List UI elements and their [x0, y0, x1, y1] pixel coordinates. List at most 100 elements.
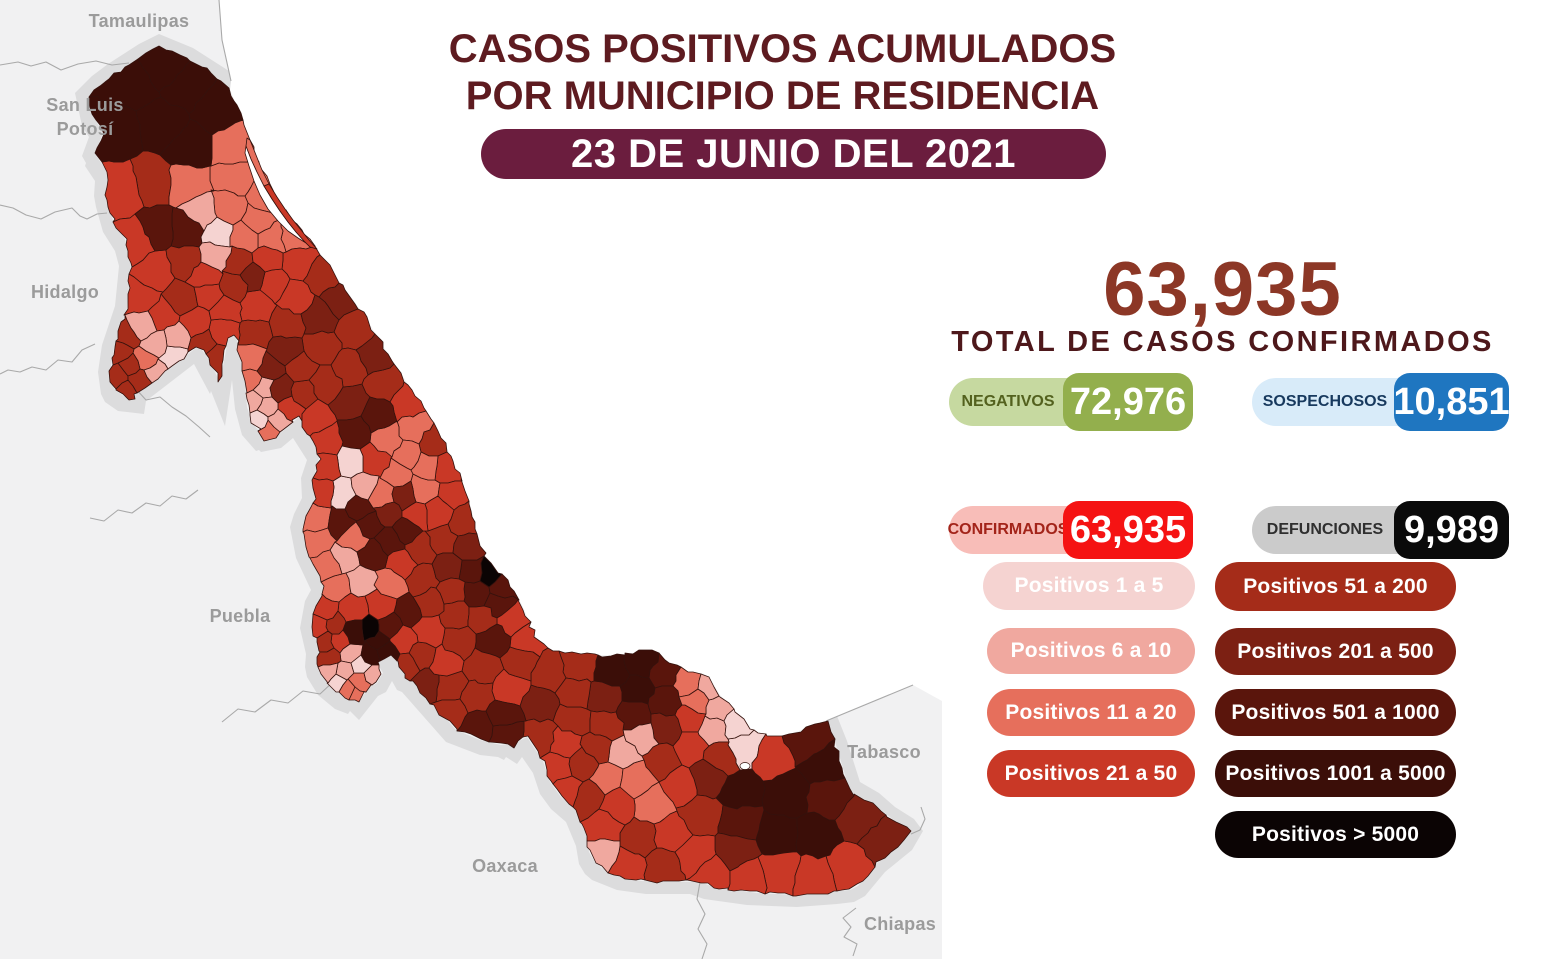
state-border-line	[910, 806, 926, 835]
stat-pill-confirmados: CONFIRMADOS 63,935	[948, 501, 1193, 559]
municipality[interactable]	[356, 537, 389, 572]
total-confirmed-value: 63,935	[1103, 247, 1342, 332]
municipality[interactable]	[805, 777, 855, 821]
municipality[interactable]	[499, 646, 541, 682]
municipality[interactable]	[300, 294, 340, 335]
municipality[interactable]	[143, 358, 169, 384]
municipality[interactable]	[336, 445, 364, 479]
municipality[interactable]	[198, 241, 233, 275]
municipality[interactable]	[622, 722, 660, 757]
municipality[interactable]	[428, 643, 465, 677]
stat-label: NEGATIVOS	[961, 393, 1055, 410]
municipality[interactable]	[390, 439, 422, 471]
municipality[interactable]	[187, 328, 218, 355]
municipality[interactable]	[697, 673, 720, 701]
state-label-hidalgo: Hidalgo	[31, 282, 99, 302]
municipality[interactable]	[344, 494, 377, 522]
state-border-line	[218, 0, 232, 82]
municipality[interactable]	[342, 619, 367, 646]
municipality[interactable]	[267, 408, 294, 433]
municipality[interactable]	[384, 548, 419, 581]
municipality[interactable]	[391, 480, 417, 512]
municipality[interactable]	[586, 838, 621, 874]
municipality[interactable]	[434, 451, 463, 484]
municipality[interactable]	[335, 660, 355, 681]
municipality[interactable]	[678, 688, 710, 715]
legend-item: Positivos 6 a 10	[987, 628, 1195, 674]
municipality[interactable]	[467, 605, 498, 635]
municipality[interactable]	[239, 261, 266, 293]
municipality[interactable]	[308, 364, 344, 406]
stat-value: 9,989	[1394, 501, 1509, 559]
municipality[interactable]	[311, 477, 335, 509]
municipality[interactable]	[727, 856, 768, 895]
municipality[interactable]	[751, 733, 797, 782]
municipality[interactable]	[496, 599, 532, 638]
municipality[interactable]	[658, 764, 698, 809]
municipality[interactable]	[554, 677, 592, 710]
municipality[interactable]	[311, 613, 329, 639]
municipality[interactable]	[435, 577, 466, 605]
municipality[interactable]	[672, 731, 710, 769]
municipality[interactable]	[431, 552, 463, 583]
municipality[interactable]	[134, 204, 174, 252]
municipality[interactable]	[159, 118, 213, 169]
spit-south	[263, 183, 318, 250]
municipality[interactable]	[208, 294, 243, 324]
municipality[interactable]	[210, 189, 249, 226]
municipality[interactable]	[138, 329, 168, 359]
municipality[interactable]	[360, 396, 398, 434]
municipality[interactable]	[404, 530, 438, 566]
stat-value: 72,976	[1063, 373, 1193, 431]
municipality[interactable]	[175, 189, 218, 232]
municipality[interactable]	[396, 652, 421, 682]
state-border-line	[696, 881, 708, 959]
municipality[interactable]	[389, 624, 419, 655]
municipality[interactable]	[245, 389, 264, 414]
municipality[interactable]	[623, 649, 660, 679]
legend-item: Positivos > 5000	[1215, 811, 1456, 858]
municipality[interactable]	[619, 759, 660, 800]
municipality[interactable]	[348, 686, 367, 703]
municipality[interactable]	[302, 254, 340, 298]
state-border-line	[0, 60, 130, 71]
municipality[interactable]	[355, 333, 395, 376]
state-label-puebla: Puebla	[210, 606, 272, 626]
municipality[interactable]	[317, 662, 339, 684]
municipality[interactable]	[163, 320, 192, 350]
municipality[interactable]	[249, 409, 269, 432]
stat-label: DEFUNCIONES	[1266, 521, 1384, 538]
municipality[interactable]	[111, 340, 135, 366]
municipality[interactable]	[723, 708, 755, 740]
stat-pill-sospechosos: SOSPECHOSOS 10,851	[1252, 373, 1510, 431]
municipality[interactable]	[88, 58, 162, 112]
state-label-tabasco: Tabasco	[847, 742, 921, 762]
municipality[interactable]	[856, 814, 912, 868]
municipality[interactable]	[123, 273, 164, 316]
municipality[interactable]	[674, 834, 717, 881]
legend-item: Positivos 21 a 50	[987, 750, 1195, 797]
municipality[interactable]	[301, 398, 338, 437]
municipality[interactable]	[437, 478, 470, 511]
municipality[interactable]	[309, 549, 343, 583]
municipality[interactable]	[363, 664, 382, 686]
municipality[interactable]	[452, 532, 487, 561]
stat-value: 63,935	[1063, 501, 1193, 559]
municipality[interactable]	[205, 343, 227, 383]
municipality[interactable]	[607, 845, 648, 881]
municipality[interactable]	[479, 555, 503, 588]
municipality[interactable]	[429, 698, 469, 732]
municipality[interactable]	[792, 853, 838, 897]
municipality[interactable]	[549, 725, 583, 759]
municipality[interactable]	[579, 731, 613, 765]
municipality[interactable]	[552, 775, 584, 808]
municipality[interactable]	[137, 45, 191, 93]
municipality[interactable]	[485, 699, 527, 727]
state-label-potosí: Potosí	[57, 119, 115, 139]
legend-item: Positivos 51 a 200	[1215, 562, 1456, 611]
municipality[interactable]	[334, 521, 371, 553]
state-border-line	[825, 684, 914, 722]
state-border-line	[221, 679, 336, 723]
municipality[interactable]	[236, 342, 268, 372]
